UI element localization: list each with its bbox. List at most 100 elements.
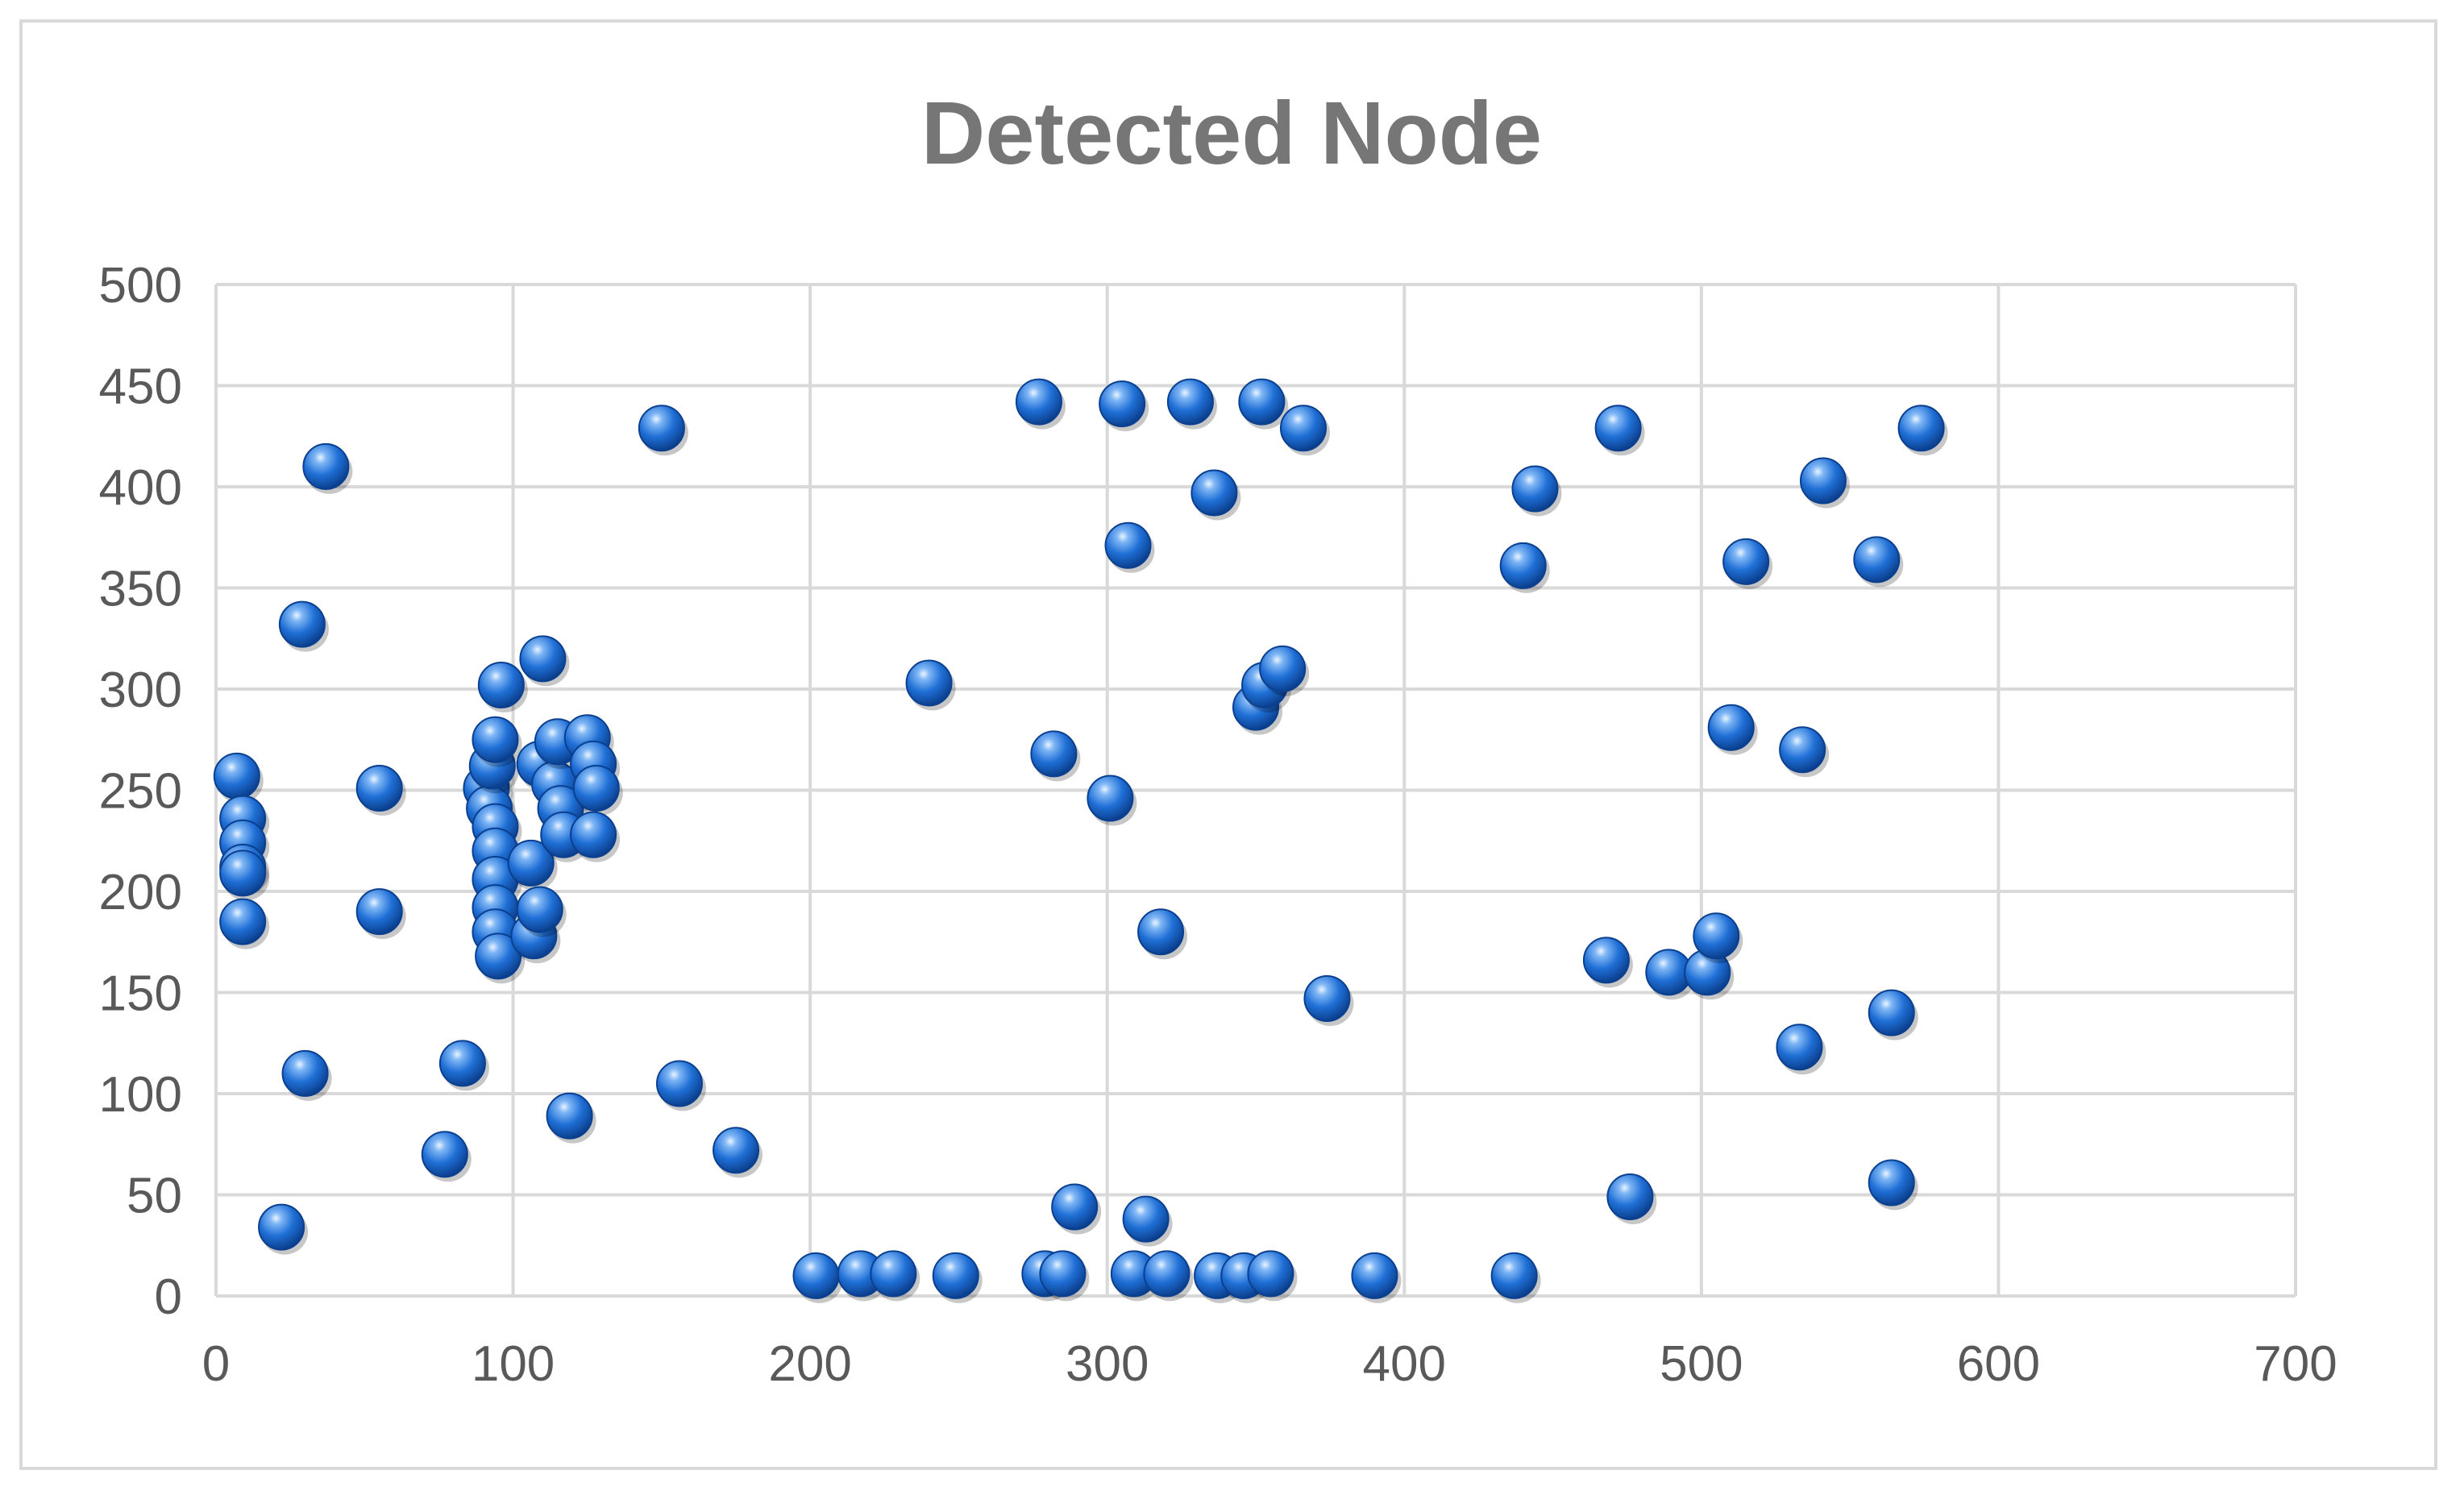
data-point: [1707, 704, 1758, 755]
data-point: [1238, 378, 1289, 430]
data-point-marker: [302, 442, 350, 490]
data-point-marker: [1776, 1024, 1823, 1071]
data-point-marker: [438, 1040, 486, 1087]
data-point: [477, 661, 528, 712]
data-point: [281, 1049, 332, 1101]
data-point: [421, 1131, 472, 1182]
data-point: [1779, 726, 1830, 778]
data-point: [355, 764, 406, 816]
data-point: [472, 716, 522, 767]
data-point-marker: [278, 600, 326, 648]
data-point-marker: [1722, 538, 1770, 585]
data-point-marker: [1190, 469, 1238, 517]
data-point-marker: [258, 1203, 305, 1251]
scatter-chart: Detected Node 0 50 100 150 200 250 300 350 400 45…: [99, 84, 2337, 1392]
data-point-marker: [1303, 975, 1351, 1023]
data-point: [1247, 1250, 1298, 1302]
data-point: [1137, 908, 1188, 960]
data-point: [519, 635, 570, 687]
y-tick-label: 50: [127, 1169, 182, 1224]
data-point-marker: [1104, 521, 1152, 569]
data-point-marker: [1868, 989, 1915, 1036]
data-point: [1645, 949, 1696, 1000]
data-point: [302, 442, 353, 494]
data-point-marker: [477, 661, 525, 708]
data-point: [870, 1250, 920, 1302]
data-point: [1490, 1252, 1541, 1303]
data-point: [1351, 1252, 1402, 1303]
data-point: [213, 752, 264, 804]
data-point: [572, 764, 623, 816]
y-tick-label: 200: [99, 865, 182, 920]
data-point: [905, 659, 956, 711]
data-point-marker: [572, 764, 620, 812]
data-point: [1606, 1173, 1657, 1225]
data-point-marker: [1897, 405, 1945, 452]
data-point-marker: [1099, 380, 1146, 428]
data-point-marker: [219, 849, 267, 897]
data-point-marker: [1015, 378, 1062, 426]
y-tick-label: 0: [155, 1269, 182, 1325]
x-tick-label: 700: [2254, 1336, 2337, 1392]
data-point: [570, 811, 621, 862]
data-point-marker: [1122, 1195, 1170, 1243]
x-tick-label: 0: [202, 1336, 230, 1392]
data-point-marker: [638, 405, 685, 452]
data-point: [1099, 380, 1149, 432]
data-point-marker: [1582, 937, 1630, 984]
data-point-marker: [1351, 1252, 1398, 1299]
data-point-marker: [1490, 1252, 1538, 1299]
chart-title: Detected Node: [921, 84, 1542, 183]
y-tick-label: 100: [99, 1067, 182, 1123]
data-point-marker: [1707, 704, 1755, 751]
data-point-marker: [1238, 378, 1286, 426]
data-point-marker: [519, 635, 567, 683]
data-point-marker: [1868, 1159, 1915, 1207]
data-point: [475, 932, 526, 984]
data-point-marker: [1693, 912, 1740, 960]
data-point: [507, 839, 558, 891]
data-point: [1868, 989, 1918, 1040]
data-point-marker: [655, 1060, 703, 1107]
data-point: [219, 849, 270, 901]
y-tick-label: 500: [99, 258, 182, 314]
data-point-marker: [1030, 730, 1078, 778]
data-point-marker: [932, 1252, 979, 1299]
data-point-marker: [570, 811, 617, 858]
data-point: [278, 600, 329, 652]
y-tick-label: 450: [99, 359, 182, 415]
data-point-marker: [1853, 536, 1901, 584]
data-point: [792, 1252, 843, 1303]
data-point: [546, 1092, 596, 1144]
data-point: [1722, 538, 1773, 589]
data-point: [1030, 730, 1081, 782]
y-tick-label: 300: [99, 662, 182, 718]
data-point-marker: [355, 764, 403, 812]
data-point-marker: [281, 1049, 329, 1097]
data-point: [1693, 912, 1743, 964]
data-point: [932, 1252, 983, 1303]
data-point-marker: [1279, 405, 1327, 452]
x-tick-label: 100: [472, 1336, 555, 1392]
data-point-marker: [1137, 908, 1185, 956]
data-point-marker: [1051, 1183, 1099, 1231]
axis-tick-labels: 0 50 100 150 200 250 300 350 400 450 500 0 100 200 300…: [99, 258, 2337, 1392]
data-point-marker: [1511, 465, 1559, 513]
data-point-marker: [792, 1252, 840, 1299]
y-tick-label: 350: [99, 562, 182, 617]
data-point: [1122, 1195, 1173, 1247]
data-point: [1684, 949, 1735, 1000]
grid: [214, 283, 2297, 1298]
data-point: [1511, 465, 1562, 517]
data-point-marker: [475, 932, 522, 980]
data-point-marker: [905, 659, 953, 707]
data-point-marker: [1779, 726, 1826, 774]
data-point: [1853, 536, 1904, 588]
x-tick-label: 300: [1066, 1336, 1149, 1392]
data-point: [1087, 775, 1137, 826]
data-point: [1582, 937, 1633, 988]
data-point-marker: [1039, 1250, 1087, 1298]
y-tick-label: 250: [99, 764, 182, 820]
data-point-marker: [1594, 405, 1642, 452]
data-point: [1776, 1024, 1826, 1075]
